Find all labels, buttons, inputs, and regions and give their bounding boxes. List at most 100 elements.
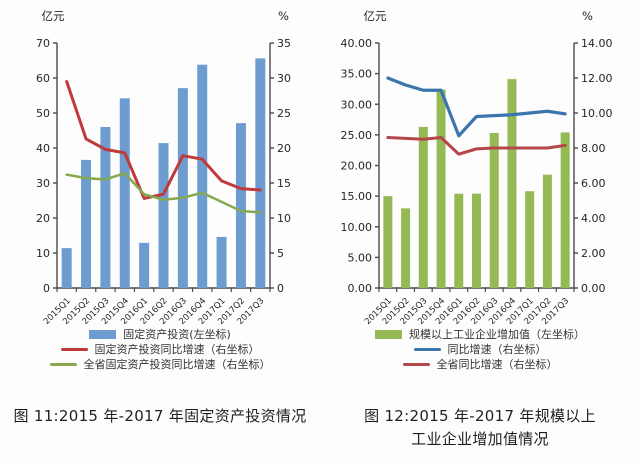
industrial-added-value-chart: 0.00 5.00 10.00 15.00 20.00 25.00 30.00 35.00 40…: [341, 9, 613, 324]
bar: [418, 126, 428, 288]
figure-12-caption: 图 12:2015 年-2017 年规模以上 工业企业增加值情况: [364, 407, 596, 448]
bar: [216, 236, 227, 288]
axis-unit-label: 亿元: [364, 9, 387, 23]
bar: [255, 58, 266, 289]
legend-label: 规模以上工业企业增加值（左坐标）: [409, 328, 585, 341]
x-axis-labels: 2015Q12015Q22015Q32015Q42016Q12016Q22016…: [42, 296, 267, 324]
bar: [235, 123, 246, 289]
line-series: [386, 136, 567, 156]
bar: [383, 196, 393, 288]
bar: [119, 98, 130, 288]
x-axis-ticks: [378, 288, 575, 292]
bar: [197, 64, 208, 288]
y-tick-label: 6.00: [581, 177, 606, 190]
y-tick-label: 20: [277, 142, 291, 155]
y-tick-label: 15: [277, 177, 291, 190]
legend-label: 全省同比增速（右坐标）: [436, 358, 558, 371]
chart-legend: 固定资产投资(左坐标) 固定资产投资同比增速（右坐标） 全省固定资产投资同比增速（右…: [49, 327, 271, 372]
x-axis-labels: 2015Q12015Q22015Q32015Q42016Q12016Q22016…: [363, 296, 571, 324]
y-tick-label: 10: [277, 212, 291, 225]
right-axis: 0.00 2.00 4.00 6.00 8.00 10.00 12.00 14.00%: [574, 9, 613, 295]
y-tick-label: 25.00: [341, 129, 373, 142]
bar-series: [383, 79, 570, 288]
y-tick-label: 10: [36, 247, 50, 260]
y-tick-label: 30.00: [341, 98, 373, 111]
legend-bar-swatch: [89, 330, 117, 339]
y-tick-label: 4.00: [581, 212, 606, 225]
figure-12: 0.00 5.00 10.00 15.00 20.00 25.00 30.00 35.00 40…: [320, 0, 640, 464]
y-tick-label: 0.00: [348, 282, 373, 295]
bar: [401, 208, 411, 288]
bar: [158, 143, 169, 288]
right-axis: 0 5 10 15 20 25 30 35%: [270, 9, 291, 295]
bar: [560, 132, 570, 288]
y-tick-label: 35: [277, 37, 291, 50]
y-tick-label: 5: [277, 247, 284, 260]
bar: [177, 88, 188, 289]
y-tick-label: 35.00: [341, 68, 373, 81]
axis-unit-label: %: [278, 9, 289, 23]
legend-label: 固定资产投资(左坐标): [123, 328, 231, 341]
chart-legend: 规模以上工业企业增加值（左坐标） 同比增速（右坐标） 全省同比增速（右坐标）: [375, 327, 585, 372]
left-axis: 0 10 20 30 40 50 60 70 亿元: [36, 9, 65, 295]
legend-item: 全省同比增速（右坐标）: [402, 357, 558, 372]
left-axis: 0.00 5.00 10.00 15.00 20.00 25.00 30.00 35.00 40…: [341, 9, 387, 295]
legend-line-swatch: [402, 363, 430, 366]
y-tick-label: 40.00: [341, 37, 373, 50]
y-tick-label: 25: [277, 107, 291, 120]
legend-label: 固定资产投资同比增速（右坐标）: [94, 343, 260, 356]
legend-label: 全省固定资产投资同比增速（右坐标）: [83, 358, 271, 371]
y-tick-label: 10.00: [341, 221, 373, 234]
y-tick-label: 5.00: [348, 251, 373, 264]
axis-unit-label: %: [582, 9, 593, 23]
y-tick-label: 0: [277, 282, 284, 295]
bar: [472, 193, 481, 288]
x-axis-ticks: [56, 288, 271, 292]
bar: [525, 191, 535, 288]
y-tick-label: 2.00: [581, 247, 606, 260]
y-tick-label: 60: [36, 72, 50, 85]
y-tick-label: 70: [36, 37, 50, 50]
y-tick-label: 30: [36, 177, 50, 190]
bar: [542, 174, 552, 288]
legend-item: 固定资产投资同比增速（右坐标）: [60, 342, 260, 357]
y-tick-label: 8.00: [581, 142, 606, 155]
line-series: [386, 76, 567, 138]
bar-series: [61, 58, 266, 289]
y-tick-label: 0: [43, 282, 50, 295]
bar: [454, 193, 464, 288]
figure-11-caption: 图 11:2015 年-2017 年固定资产投资情况: [13, 407, 307, 425]
y-tick-label: 14.00: [581, 37, 613, 50]
bar: [61, 248, 72, 288]
legend-item: 固定资产投资(左坐标): [89, 327, 231, 342]
legend-line-swatch: [413, 348, 441, 351]
fixed-asset-investment-chart: 0 10 20 30 40 50 60 70 亿元 0 5 10 15 20 25 30 35% 2015Q120…: [36, 9, 291, 324]
y-tick-label: 10.00: [581, 107, 613, 120]
bar: [81, 159, 92, 288]
y-tick-label: 40: [36, 142, 50, 155]
bar: [139, 242, 150, 288]
y-tick-label: 20.00: [341, 160, 373, 173]
legend-line-swatch: [60, 348, 88, 351]
y-tick-label: 20: [36, 212, 50, 225]
y-tick-label: 50: [36, 107, 50, 120]
legend-line-swatch: [49, 363, 77, 366]
legend-item: 全省固定资产投资同比增速（右坐标）: [49, 357, 271, 372]
bar: [436, 89, 446, 288]
y-tick-label: 0.00: [581, 282, 606, 295]
y-tick-label: 12.00: [581, 72, 613, 85]
legend-item: 规模以上工业企业增加值（左坐标）: [375, 327, 585, 342]
bar: [489, 133, 499, 288]
legend-item: 同比增速（右坐标）: [413, 342, 547, 357]
y-tick-label: 15.00: [341, 190, 373, 203]
y-tick-label: 30: [277, 72, 291, 85]
line-series: [65, 171, 262, 214]
legend-label: 同比增速（右坐标）: [447, 343, 547, 356]
figure-11: 0 10 20 30 40 50 60 70 亿元 0 5 10 15 20 25 30 35% 2015Q1 20…: [13, 9, 307, 425]
legend-bar-swatch: [375, 330, 402, 339]
bar: [100, 127, 111, 288]
bar: [507, 79, 517, 288]
line-series: [65, 80, 262, 200]
axis-unit-label: 亿元: [42, 9, 65, 23]
